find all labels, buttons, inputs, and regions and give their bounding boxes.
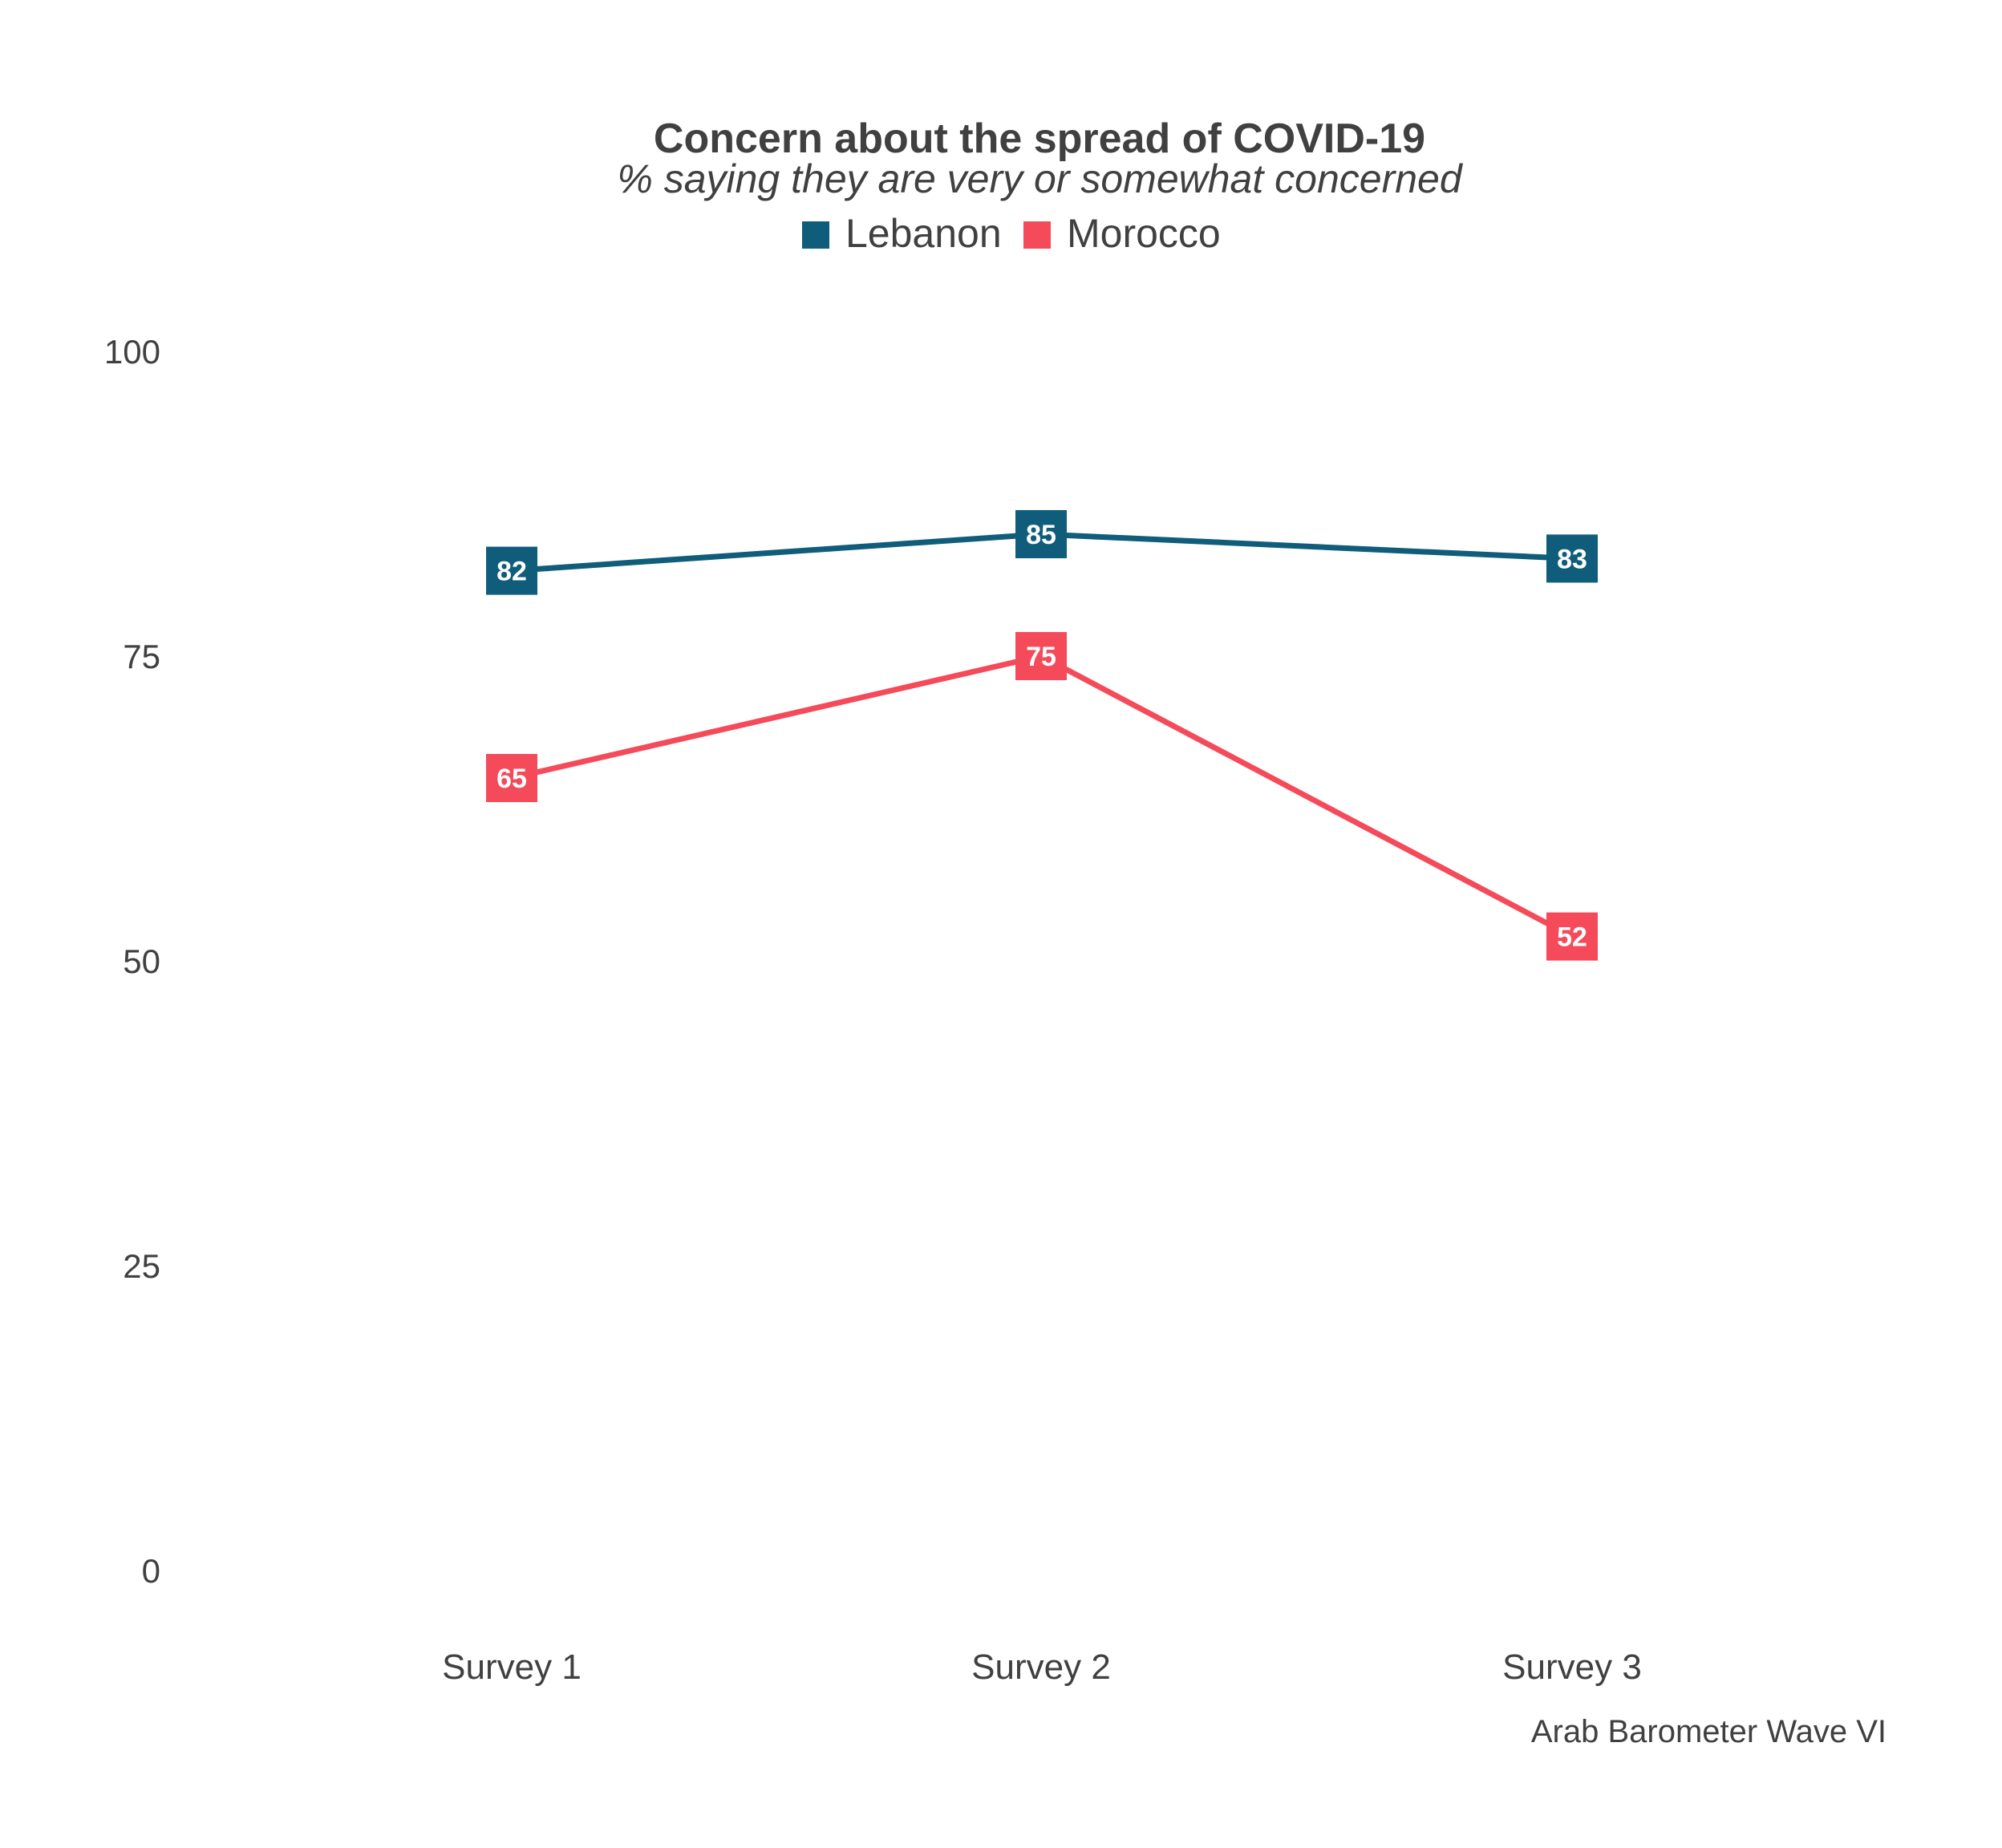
y-tick-label: 50	[123, 942, 160, 980]
chart-subtitle: % saying they are very or somewhat conce…	[617, 156, 1463, 201]
legend-label: Lebanon	[845, 211, 1002, 256]
data-point-marker	[1015, 510, 1067, 558]
x-tick-label: Survey 3	[1502, 1647, 1642, 1687]
x-axis: Survey 1 Survey 2 Survey 3	[442, 1647, 1642, 1687]
data-point-marker	[486, 754, 537, 802]
legend-swatch	[1023, 221, 1051, 249]
data-point-marker	[1546, 912, 1598, 961]
data-point-marker	[486, 546, 537, 595]
chart-caption: Arab Barometer Wave VI	[1531, 1714, 1886, 1749]
data-point-marker	[1015, 632, 1067, 680]
legend-swatch	[802, 221, 829, 249]
y-axis: 0 25 50 75 100	[104, 333, 160, 1590]
legend: Lebanon Morocco	[802, 211, 1221, 256]
data-label: 65	[496, 764, 527, 794]
data-label: 52	[1557, 922, 1587, 953]
series-layer: 82 85 83 65 75 52	[486, 510, 1598, 961]
y-tick-label: 25	[123, 1247, 160, 1285]
series-line	[509, 653, 1575, 940]
data-label: 75	[1026, 642, 1056, 672]
chart-title: Concern about the spread of COVID-19	[654, 116, 1425, 162]
y-tick-label: 100	[104, 333, 160, 371]
y-tick-label: 0	[142, 1552, 160, 1590]
x-tick-label: Survey 2	[971, 1647, 1111, 1687]
legend-label: Morocco	[1067, 211, 1221, 256]
y-tick-label: 75	[123, 638, 160, 675]
data-label: 83	[1557, 544, 1587, 574]
data-label: 82	[496, 557, 527, 587]
data-label: 85	[1026, 520, 1056, 550]
data-point-marker	[1546, 534, 1598, 583]
x-tick-label: Survey 1	[442, 1647, 582, 1687]
